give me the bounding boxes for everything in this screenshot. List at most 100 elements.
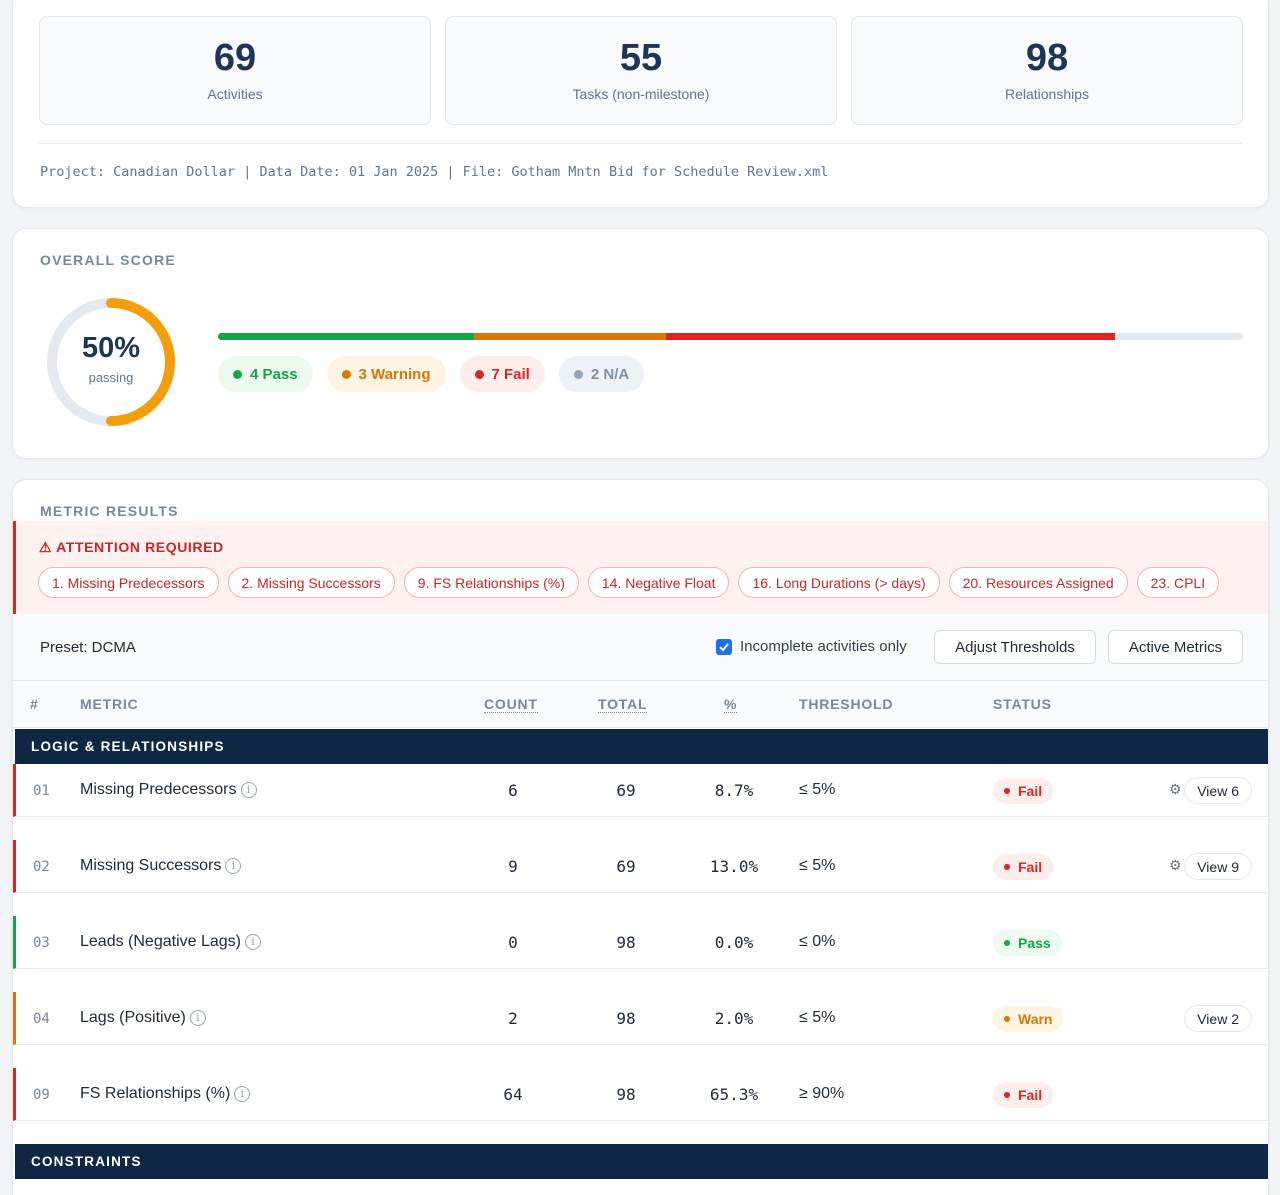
info-icon[interactable]: i	[244, 934, 261, 950]
score-percent: 50%	[81, 332, 141, 364]
header-status: STATUS	[993, 696, 1052, 712]
info-icon[interactable]: i	[234, 1086, 251, 1102]
header-metric: METRIC	[80, 696, 139, 712]
table-row[interactable]: 03 Leads (Negative Lags) i 0 98 0.0% ≤ 0% Pass	[13, 916, 1268, 969]
status-badge: Fail	[993, 854, 1054, 880]
table-row[interactable]: 01 Missing Predecessors i 6 69 8.7% ≤ 5% Fail ⚙ V…	[13, 764, 1268, 817]
stat-label: Activities	[207, 86, 263, 102]
stat-value: 98	[1025, 37, 1069, 79]
checkbox-icon[interactable]	[716, 638, 732, 655]
warning-pill[interactable]: 3 Warning	[326, 356, 446, 392]
status-dot-icon	[1004, 1092, 1010, 1098]
stat-label: Relationships	[1004, 86, 1090, 102]
attention-chip[interactable]: 23. CPLI	[1136, 567, 1220, 598]
pill-label: 7 Fail	[491, 365, 530, 383]
bar-fail	[666, 333, 1115, 340]
info-icon[interactable]: i	[225, 858, 242, 874]
status-badge: Warn	[993, 1006, 1064, 1032]
info-icon[interactable]: i	[240, 782, 257, 798]
gear-icon[interactable]: ⚙	[1169, 781, 1182, 797]
status-dot-icon	[1004, 1016, 1010, 1022]
pill-label: 2 N/A	[590, 365, 630, 383]
metrics-toolbar: Preset: DCMA Incomplete activities only …	[13, 614, 1268, 681]
stat-activities: 69 Activities	[39, 16, 431, 125]
metric-threshold: ≤ 5%	[799, 781, 836, 798]
attention-title: ⚠ ATTENTION REQUIRED	[39, 539, 224, 555]
overall-score-card: OVERALL SCORE 50% passing 4 Pass 3 Warni…	[12, 228, 1269, 459]
attention-chip[interactable]: 1. Missing Predecessors	[38, 567, 219, 598]
pass-pill[interactable]: 4 Pass	[218, 356, 313, 392]
bar-warning	[474, 333, 667, 340]
info-icon[interactable]: i	[189, 1010, 206, 1026]
metric-name: Leads (Negative Lags) i	[80, 933, 261, 951]
checkbox-label: Incomplete activities only	[740, 638, 907, 655]
attention-chip[interactable]: 14. Negative Float	[587, 567, 730, 598]
fail-pill[interactable]: 7 Fail	[459, 356, 545, 392]
metric-threshold: ≤ 5%	[799, 1009, 836, 1026]
status-dot-icon	[1004, 940, 1010, 946]
header-threshold: THRESHOLD	[799, 696, 894, 712]
score-label: passing	[88, 370, 134, 385]
status-dot-icon	[1004, 864, 1010, 870]
warning-dot-icon	[341, 369, 351, 379]
pill-label: 3 Warning	[358, 365, 431, 383]
fail-dot-icon	[474, 369, 484, 379]
metric-threshold: ≤ 0%	[799, 933, 836, 950]
divider	[39, 143, 1242, 144]
summary-card: 69 Activities 55 Tasks (non-milestone) 9…	[12, 0, 1269, 208]
view-button[interactable]: View 9	[1184, 853, 1252, 880]
pass-dot-icon	[233, 369, 242, 379]
active-metrics-button[interactable]: Active Metrics	[1108, 630, 1243, 664]
group-header-constraints: CONSTRAINTS	[15, 1144, 1268, 1179]
metric-name: FS Relationships (%) i	[80, 1085, 251, 1103]
status-badge: Fail	[993, 1082, 1054, 1108]
score-donut	[47, 298, 175, 426]
stat-relationships: 98 Relationships	[851, 16, 1243, 125]
header-num: #	[30, 696, 39, 712]
attention-chip[interactable]: 2. Missing Successors	[227, 567, 395, 598]
header-total[interactable]: TOTAL	[598, 696, 648, 713]
view-button[interactable]: View 2	[1184, 1005, 1252, 1032]
section-title: OVERALL SCORE	[40, 252, 176, 268]
na-dot-icon	[573, 369, 583, 379]
attention-chips: 1. Missing Predecessors 2. Missing Succe…	[38, 567, 1220, 598]
table-row[interactable]: 09 FS Relationships (%) i 64 98 65.3% ≥ 90% Fai…	[13, 1068, 1268, 1121]
stat-tasks: 55 Tasks (non-milestone)	[445, 16, 837, 125]
metric-threshold: ≤ 5%	[799, 857, 836, 874]
gear-icon[interactable]: ⚙	[1169, 857, 1182, 873]
status-badge: Pass	[993, 930, 1062, 956]
bar-pass	[218, 333, 475, 340]
view-button[interactable]: View 6	[1184, 777, 1252, 804]
table-header: # METRIC COUNT TOTAL % THRESHOLD STATUS	[13, 681, 1268, 728]
header-percent[interactable]: %	[724, 696, 738, 713]
metric-results-card: METRIC RESULTS ⚠ ATTENTION REQUIRED 1. M…	[12, 479, 1269, 1195]
stat-label: Tasks (non-milestone)	[572, 86, 710, 102]
header-count[interactable]: COUNT	[484, 696, 538, 713]
row-number: 01	[33, 783, 50, 799]
attention-chip[interactable]: 16. Long Durations (> days)	[738, 567, 940, 598]
attention-chip[interactable]: 20. Resources Assigned	[948, 567, 1128, 598]
row-number: 04	[33, 1011, 50, 1027]
table-row[interactable]: 04 Lags (Positive) i 2 98 2.0% ≤ 5% Warn View 2	[13, 992, 1268, 1045]
row-number: 03	[33, 935, 50, 951]
status-badge: Fail	[993, 778, 1054, 804]
table-row[interactable]: 02 Missing Successors i 9 69 13.0% ≤ 5% Fail ⚙ Vi…	[13, 840, 1268, 893]
stat-value: 55	[619, 37, 663, 79]
attention-banner: ⚠ ATTENTION REQUIRED 1. Missing Predeces…	[13, 521, 1268, 614]
metric-name: Lags (Positive) i	[80, 1009, 206, 1027]
metric-name: Missing Predecessors i	[80, 781, 257, 799]
score-distribution-bar	[218, 333, 1243, 340]
row-number: 02	[33, 859, 50, 875]
status-dot-icon	[1004, 788, 1010, 794]
adjust-thresholds-button[interactable]: Adjust Thresholds	[934, 630, 1096, 664]
attention-chip[interactable]: 9. FS Relationships (%)	[403, 567, 579, 598]
donut-progress	[47, 298, 175, 426]
score-pills: 4 Pass 3 Warning 7 Fail 2 N/A	[218, 356, 645, 392]
pill-label: 4 Pass	[250, 365, 298, 383]
incomplete-only-toggle[interactable]: Incomplete activities only	[716, 638, 907, 655]
metric-name: Missing Successors i	[80, 857, 242, 875]
na-pill[interactable]: 2 N/A	[558, 356, 645, 392]
metric-threshold: ≥ 90%	[799, 1085, 845, 1102]
group-header-logic: LOGIC & RELATIONSHIPS	[15, 729, 1268, 764]
stat-value: 69	[213, 37, 257, 79]
